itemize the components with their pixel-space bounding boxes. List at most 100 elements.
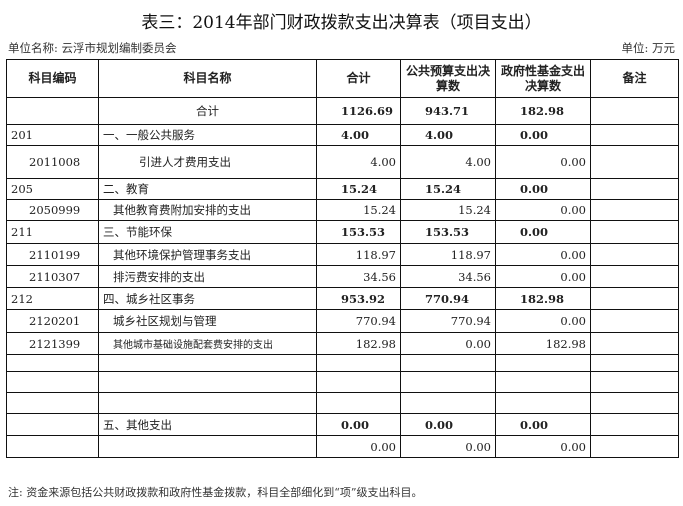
cell-note [590,199,679,221]
cell-note [590,265,679,288]
cell-fund: 0.00 [495,265,591,288]
cell-code [6,97,99,125]
table-row: 2121399 其他城市基础设施配套费安排的支出 182.98 0.00 182.98 [6,332,679,355]
cell-fund: 0.00 [495,178,591,200]
cell-name: 其他城市基础设施配套费安排的支出 [98,332,317,355]
cell-public: 770.94 [400,287,496,310]
cell-public: 0.00 [400,332,496,355]
cell-code: 2110307 [6,265,99,288]
cell-public: 34.56 [400,265,496,288]
cell-name [98,392,317,414]
cell-public: 770.94 [400,309,496,333]
cell-total: 15.24 [316,178,401,200]
cell-fund: 0.00 [495,435,591,458]
cell-fund [495,354,591,372]
header-total: 合计 [316,59,401,98]
cell-code: 2011008 [6,145,99,179]
cell-note [590,371,679,393]
cell-note [590,220,679,244]
cell-note [590,243,679,266]
cell-total: 0.00 [316,413,401,436]
table-row [6,392,679,414]
cell-code: 201 [6,124,99,146]
cell-code [6,392,99,414]
cell-name: 二、教育 [98,178,317,200]
cell-total [316,354,401,372]
cell-name: 四、城乡社区事务 [98,287,317,310]
table-row: 2110307 排污费安排的支出 34.56 34.56 0.00 [6,265,679,288]
table-row [6,371,679,393]
cell-total [316,371,401,393]
cell-code [6,435,99,458]
header-note: 备注 [590,59,679,98]
table-row: 212 四、城乡社区事务 953.92 770.94 182.98 [6,287,679,310]
header-name: 科目名称 [98,59,317,98]
cell-name: 三、节能环保 [98,220,317,244]
cell-public [400,354,496,372]
currency-unit: 单位: 万元 [621,41,675,55]
cell-public: 118.97 [400,243,496,266]
cell-public [400,392,496,414]
cell-total: 0.00 [316,435,401,458]
cell-total: 770.94 [316,309,401,333]
cell-fund: 0.00 [495,199,591,221]
cell-name: 引进人才费用支出 [98,145,317,179]
cell-public: 15.24 [400,178,496,200]
cell-name [98,435,317,458]
cell-code [6,413,99,436]
cell-public: 4.00 [400,124,496,146]
cell-total: 953.92 [316,287,401,310]
cell-total: 153.53 [316,220,401,244]
cell-total: 4.00 [316,145,401,179]
header-fund: 政府性基金支出决算数 [495,59,591,98]
unit-name: 单位名称: 云浮市规划编制委员会 [8,41,177,55]
cell-fund: 0.00 [495,243,591,266]
cell-code: 2050999 [6,199,99,221]
cell-note [590,97,679,125]
cell-code: 2121399 [6,332,99,355]
cell-fund: 0.00 [495,309,591,333]
cell-public: 943.71 [400,97,496,125]
table-row: 2120201 城乡社区规划与管理 770.94 770.94 0.00 [6,309,679,333]
table-row: 0.00 0.00 0.00 [6,435,679,458]
footnote: 注: 资金来源包括公共财政拨款和政府性基金拨款，科目全部细化到“项”级支出科目。 [8,486,423,499]
cell-total [316,392,401,414]
cell-public [400,371,496,393]
cell-public: 153.53 [400,220,496,244]
cell-fund: 182.98 [495,287,591,310]
cell-fund: 182.98 [495,97,591,125]
cell-note [590,145,679,179]
cell-fund: 0.00 [495,220,591,244]
cell-name [98,354,317,372]
table-header-row: 科目编码 科目名称 合计 公共预算支出决算数 政府性基金支出决算数 备注 [6,59,679,98]
cell-note [590,124,679,146]
cell-name [98,371,317,393]
page-title: 表三：2014年部门财政拨款支出决算表（项目支出） [141,13,542,33]
cell-note [590,309,679,333]
table-row: 五、其他支出 0.00 0.00 0.00 [6,413,679,436]
cell-fund: 0.00 [495,145,591,179]
cell-code: 2120201 [6,309,99,333]
cell-fund: 0.00 [495,413,591,436]
cell-total: 34.56 [316,265,401,288]
cell-name: 城乡社区规划与管理 [98,309,317,333]
table-row: 2110199 其他环境保护管理事务支出 118.97 118.97 0.00 [6,243,679,266]
cell-public: 15.24 [400,199,496,221]
cell-code: 212 [6,287,99,310]
table-row: 211 三、节能环保 153.53 153.53 0.00 [6,220,679,244]
table-row: 2011008 引进人才费用支出 4.00 4.00 0.00 [6,145,679,179]
header-code: 科目编码 [6,59,99,98]
table-row [6,354,679,372]
cell-fund: 182.98 [495,332,591,355]
cell-total: 1126.69 [316,97,401,125]
cell-code [6,354,99,372]
cell-total: 118.97 [316,243,401,266]
cell-note [590,287,679,310]
cell-total: 182.98 [316,332,401,355]
cell-note [590,435,679,458]
cell-name: 其他教育费附加安排的支出 [98,199,317,221]
cell-name: 排污费安排的支出 [98,265,317,288]
cell-code [6,371,99,393]
cell-note [590,332,679,355]
cell-fund [495,371,591,393]
